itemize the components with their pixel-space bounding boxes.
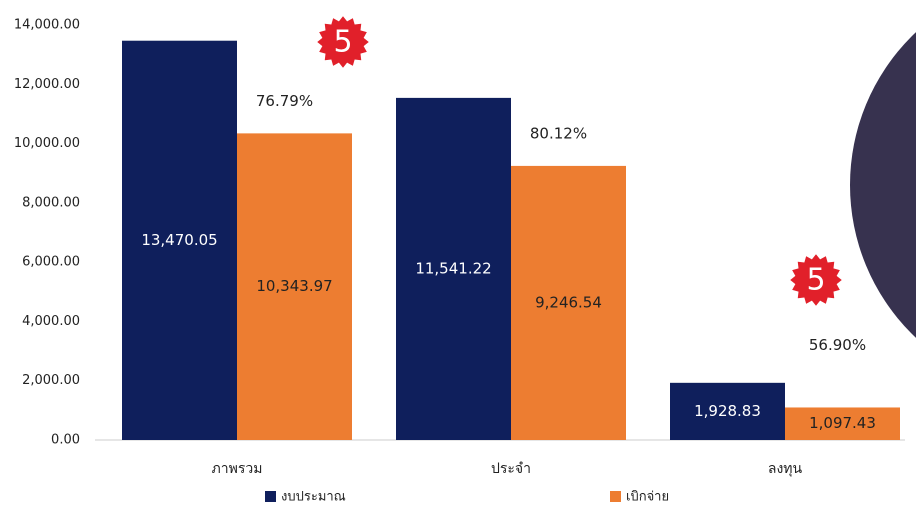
y-tick-label: 0.00: [51, 433, 80, 448]
bar: [396, 97, 511, 441]
y-tick-label: 12,000.00: [14, 77, 80, 92]
percent-label: 56.90%: [809, 336, 866, 354]
bar: [237, 133, 352, 440]
decorative-circle: [850, 32, 916, 338]
legend-swatch: [610, 491, 621, 502]
x-tick-label: ภาพรวม: [212, 461, 263, 477]
value-label: 1,097.43: [809, 414, 876, 432]
legend-swatch: [265, 491, 276, 502]
badge: [787, 251, 845, 309]
legend-label: เบิกจ่าย: [626, 490, 669, 505]
value-label: 1,928.83: [694, 402, 761, 420]
value-label: 10,343.97: [256, 277, 332, 295]
y-tick-label: 2,000.00: [22, 373, 80, 388]
badge-label: 5: [806, 263, 825, 298]
percent-label: 80.12%: [530, 124, 587, 142]
x-tick-label: ลงทุน: [768, 461, 803, 477]
badge: [314, 13, 372, 71]
legend-label: งบประมาณ: [281, 490, 346, 505]
y-tick-label: 8,000.00: [22, 195, 80, 210]
x-tick-label: ประจำ: [491, 461, 531, 477]
y-tick-label: 14,000.00: [14, 18, 80, 33]
bar: [670, 382, 785, 440]
value-label: 9,246.54: [535, 293, 602, 311]
percent-label: 76.79%: [256, 92, 313, 110]
bar: [122, 40, 237, 441]
y-tick-label: 10,000.00: [14, 136, 80, 151]
bar: [785, 407, 900, 440]
y-tick-label: 6,000.00: [22, 255, 80, 270]
bar: [511, 165, 626, 441]
value-label: 13,470.05: [141, 231, 217, 249]
y-tick-label: 4,000.00: [22, 314, 80, 329]
badge-label: 5: [333, 25, 352, 60]
value-label: 11,541.22: [415, 259, 491, 277]
